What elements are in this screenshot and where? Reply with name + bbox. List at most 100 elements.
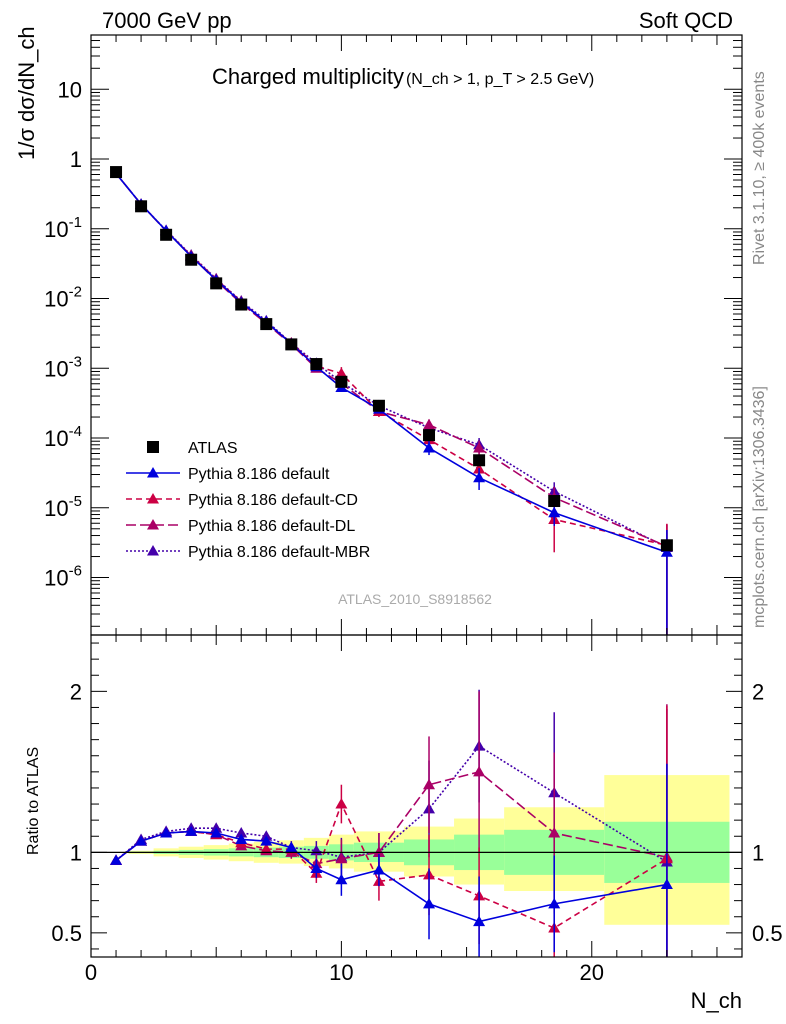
- main-series-point: [473, 441, 486, 453]
- y-tick-label: 10: [58, 77, 82, 102]
- mcplots-label: mcplots.cern.ch [arXiv:1306.3436]: [751, 386, 768, 628]
- main-series-point: [423, 418, 436, 430]
- atlas-data-point: [210, 277, 223, 290]
- y-tick-exp: -6: [69, 563, 82, 580]
- atlas-data-point: [423, 429, 436, 442]
- main-series-3: [110, 167, 673, 635]
- x-tick-label: 10: [329, 960, 353, 985]
- ratio-series-point: [210, 827, 223, 838]
- x-tick-label: 0: [85, 960, 97, 985]
- main-series-layer: [110, 167, 673, 635]
- ratio-series-point: [185, 825, 198, 836]
- y-tick-label: 10-4: [44, 423, 82, 451]
- header-left: 7000 GeV pp: [102, 8, 232, 33]
- main-title-text: Charged multiplicity: [212, 64, 404, 89]
- ratio-series-point: [372, 846, 385, 857]
- header-right: Soft QCD: [639, 8, 733, 33]
- ratio-series-point: [235, 827, 248, 838]
- atlas-data-point: [135, 200, 148, 213]
- legend-entry-4: Pythia 8.186 default-MBR: [126, 544, 370, 561]
- legend: ATLAS Pythia 8.186 default Pythia 8.186 de…: [126, 440, 370, 561]
- atlas-data-point: [285, 338, 298, 351]
- ratio-y-tick-label-right: 1: [752, 840, 764, 865]
- ratio-series-point: [423, 778, 436, 790]
- rivet-label: Rivet 3.1.10, ≥ 400k events: [751, 71, 768, 265]
- main-title-cuts: (N_ch > 1, p_T > 2.5 GeV): [406, 71, 594, 88]
- legend-label: Pythia 8.186 default-MBR: [188, 544, 370, 561]
- ratio-series-point: [310, 862, 323, 873]
- y-tick-base: 10: [44, 217, 68, 242]
- ratio-xlabel: N_ch: [691, 988, 742, 1013]
- main-series-2: [110, 167, 673, 635]
- atlas-data-point: [660, 539, 673, 552]
- x-tick-label: 20: [580, 960, 604, 985]
- legend-label: Pythia 8.186 default-CD: [188, 492, 358, 509]
- main-series-1: [110, 167, 673, 635]
- ratio-ylabel: Ratio to ATLAS: [25, 747, 42, 855]
- y-tick-label: 10-5: [44, 493, 82, 521]
- legend-entry-3: Pythia 8.186 default-DL: [126, 518, 355, 535]
- legend-marker: [147, 441, 159, 453]
- ratio-y-tick-label-left: 0.5: [51, 921, 82, 946]
- main-series-point: [473, 471, 486, 483]
- ratio-series-point: [260, 843, 273, 854]
- atlas-data-point: [548, 495, 561, 508]
- y-tick-base: 10: [44, 287, 68, 312]
- main-ylabel: 1/σ dσ/dN_ch: [14, 26, 39, 160]
- main-series-line: [115, 173, 668, 548]
- ratio-series-point: [135, 835, 148, 846]
- ratio-y-tick-label-left: 2: [70, 679, 82, 704]
- atlas-data-point: [310, 358, 323, 371]
- legend-label: Pythia 8.186 default: [188, 466, 330, 483]
- legend-label: Pythia 8.186 default-DL: [188, 518, 355, 535]
- y-tick-base: 10: [44, 426, 68, 451]
- y-tick-base: 10: [44, 496, 68, 521]
- ratio-series-layer: [110, 689, 673, 957]
- atlas-data-point: [110, 166, 123, 179]
- y-tick-label: 1: [70, 147, 82, 172]
- ratio-series-point: [548, 827, 561, 838]
- ratio-series-0: [110, 763, 673, 957]
- ratio-series-point: [423, 897, 436, 909]
- main-series-point: [660, 546, 673, 557]
- atlas-data-point: [473, 454, 486, 467]
- main-data-points: [110, 166, 673, 552]
- ratio-series-point: [335, 873, 348, 885]
- legend-marker: [147, 493, 159, 504]
- atlas-data-point: [372, 399, 385, 412]
- ratio-y-tick-label-left: 1: [70, 840, 82, 865]
- ratio-series-point: [473, 915, 486, 927]
- main-series-line: [115, 173, 668, 547]
- main-series-point: [548, 506, 561, 518]
- ratio-series-point: [235, 833, 248, 844]
- ratio-series-point: [260, 835, 273, 846]
- main-series-0: [110, 167, 673, 635]
- atlas-data-point: [185, 253, 198, 266]
- ratio-series-point: [110, 854, 123, 865]
- ratio-series-point: [335, 798, 348, 809]
- legend-marker: [147, 519, 159, 530]
- ratio-series-point: [160, 827, 173, 838]
- ratio-y-tick-label-right: 2: [752, 679, 764, 704]
- y-tick-label: 10-6: [44, 563, 82, 591]
- legend-entry-0: ATLAS: [147, 440, 238, 457]
- ratio-series-point: [285, 841, 298, 853]
- y-tick-label: 10-2: [44, 284, 82, 312]
- legend-entry-2: Pythia 8.186 default-CD: [126, 492, 358, 509]
- analysis-label: ATLAS_2010_S8918562: [338, 591, 492, 607]
- y-tick-label: 10-1: [44, 214, 82, 242]
- legend-marker: [147, 467, 159, 478]
- main-series-point: [335, 367, 348, 379]
- y-tick-exp: -2: [69, 284, 82, 301]
- y-tick-exp: -4: [69, 423, 82, 440]
- y-tick-exp: -5: [69, 493, 82, 510]
- atlas-data-point: [160, 228, 173, 241]
- ratio-series-point: [660, 878, 673, 890]
- atlas-data-point: [235, 298, 248, 311]
- ratio-series-line: [115, 745, 668, 863]
- main-title: Charged multiplicity (N_ch > 1, p_T > 2.5…: [212, 64, 594, 89]
- atlas-data-point: [260, 318, 273, 331]
- y-tick-base: 10: [44, 566, 68, 591]
